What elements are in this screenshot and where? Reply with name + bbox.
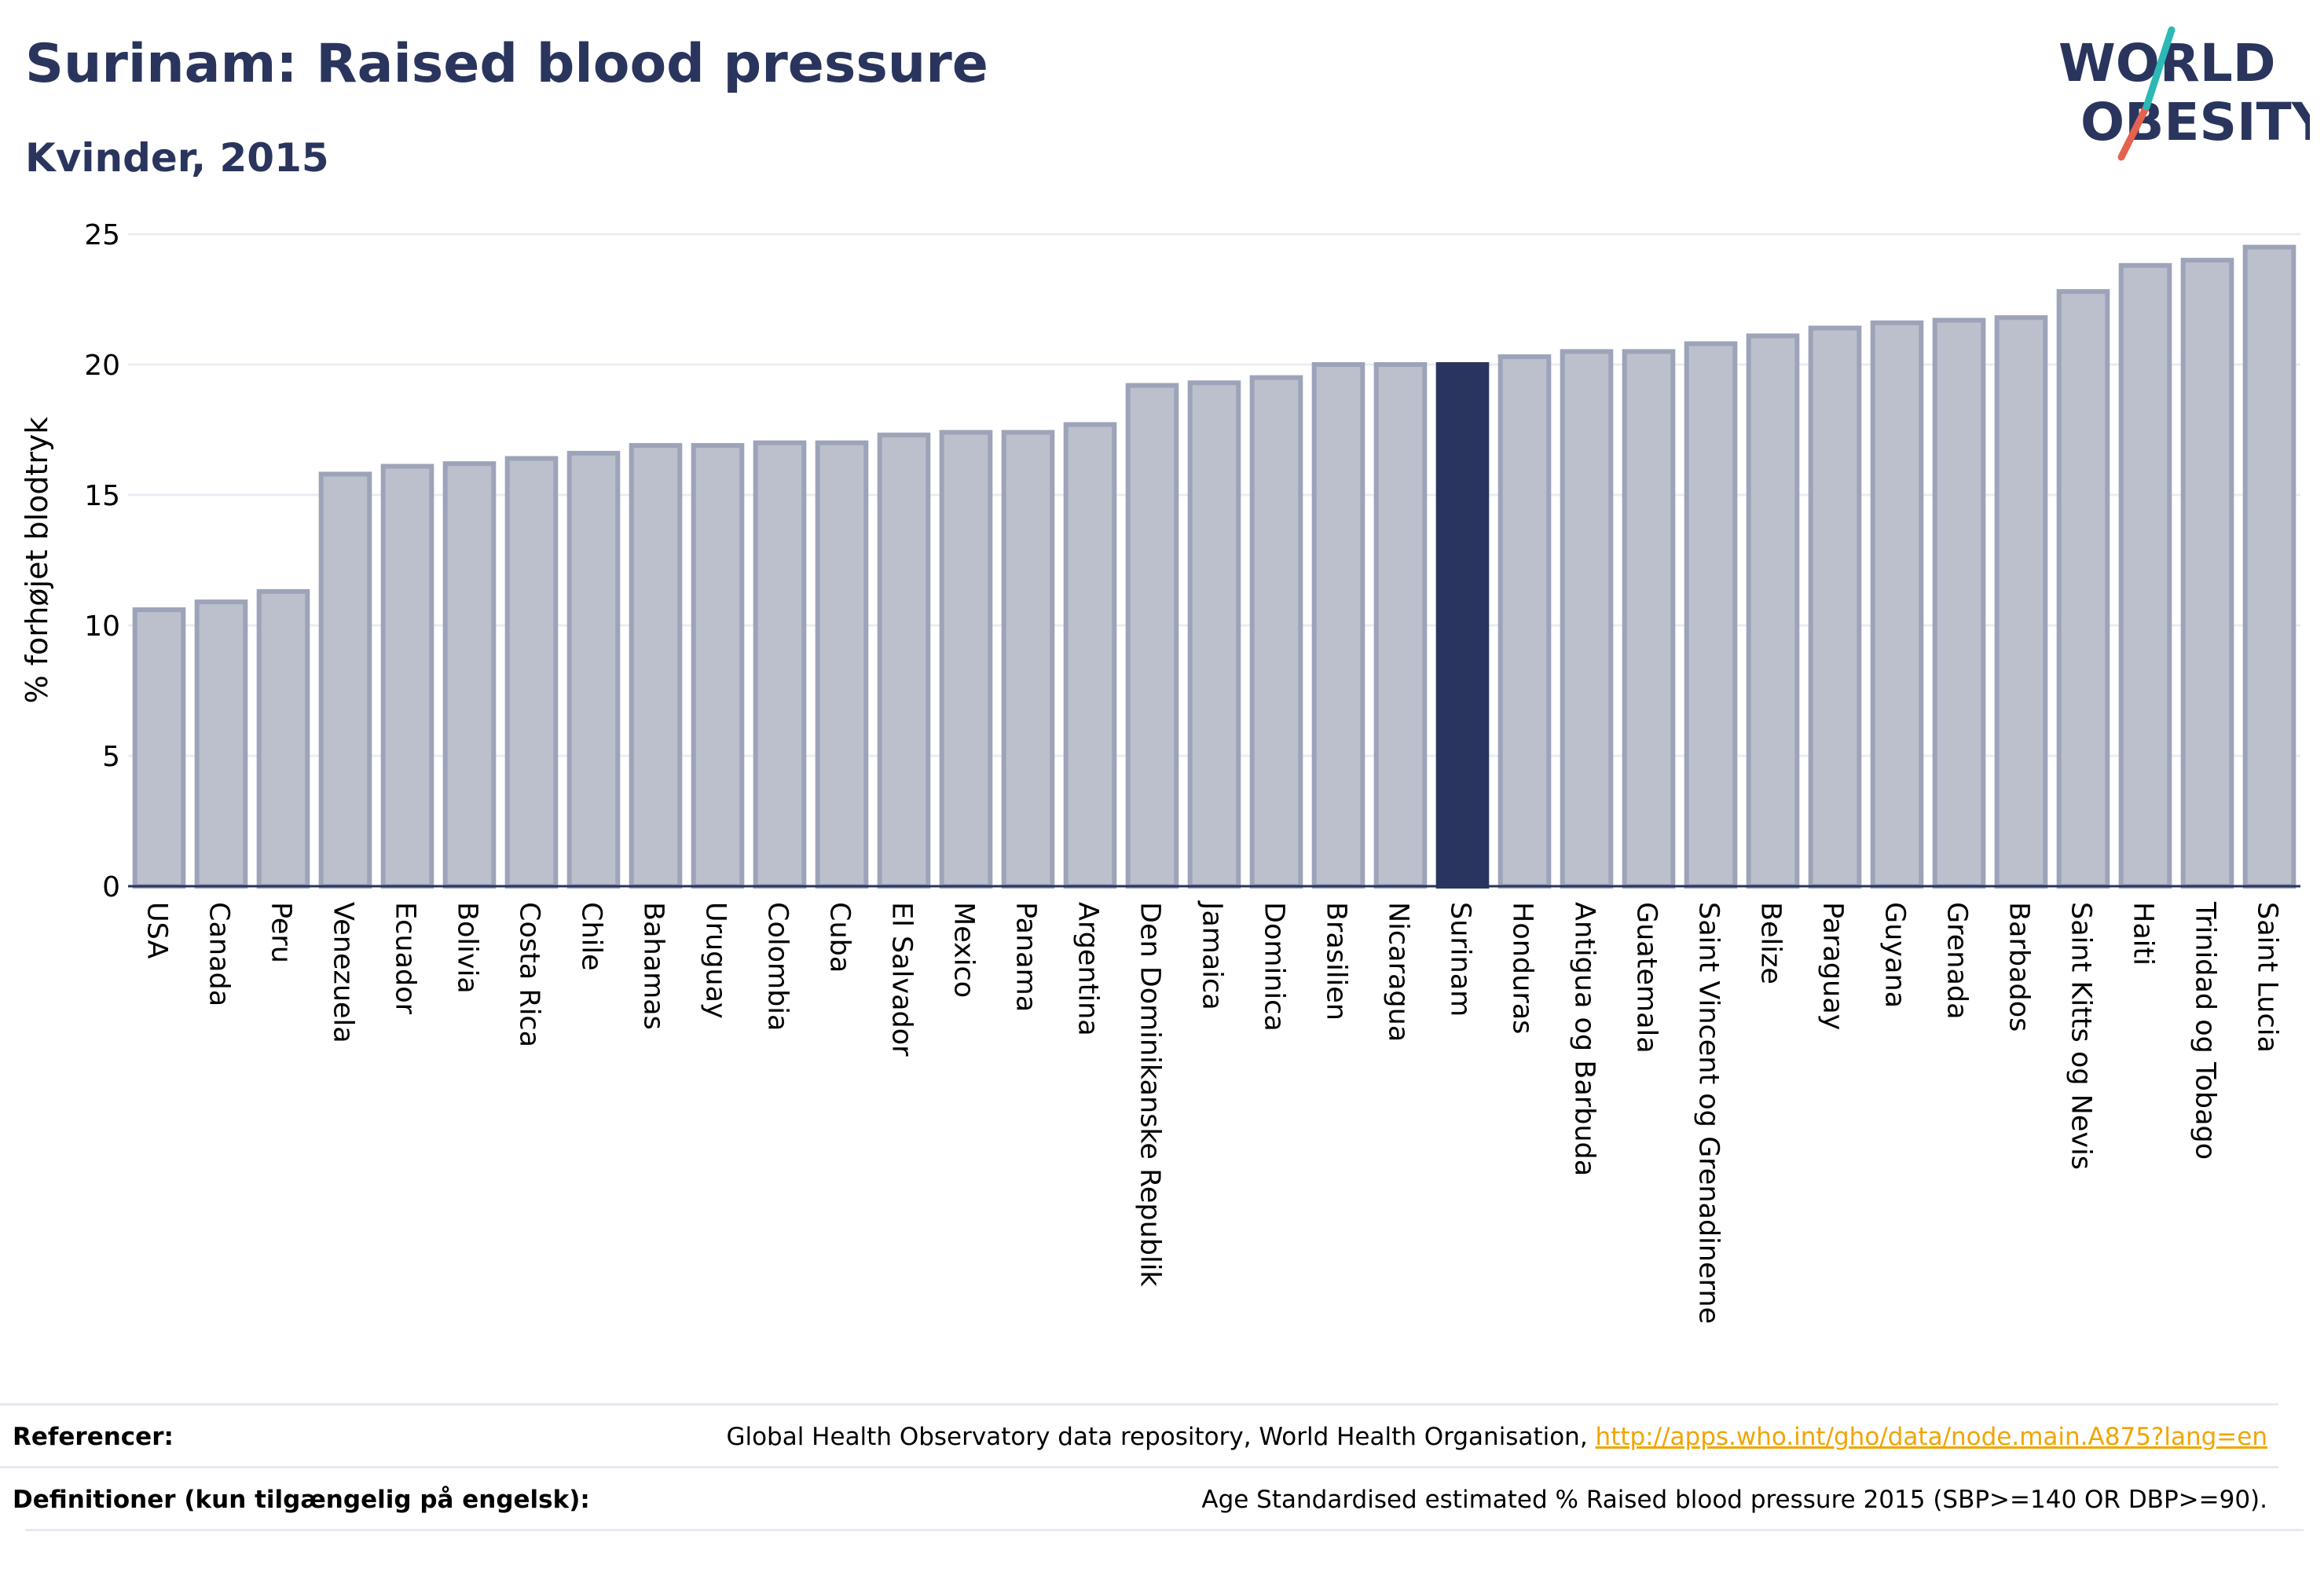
bar-canada [194, 599, 248, 889]
x-tick-label: Canada [203, 902, 235, 1006]
x-tick-label: Nicaragua [1383, 902, 1414, 1042]
bar-mexico [939, 430, 993, 889]
y-tick-label: 10 [84, 610, 120, 643]
definitions-label: Definitioner (kun tilgængelig på engelsk… [13, 1486, 590, 1514]
y-tick-label: 5 [102, 741, 120, 773]
x-tick-label: Mexico [948, 902, 980, 998]
x-tick-label: Trinidad og Tobago [2190, 901, 2221, 1160]
bar-honduras [1497, 354, 1552, 889]
bar-guyana [1870, 320, 1924, 889]
bar-costa-rica [504, 456, 559, 889]
footer-divider [25, 1529, 2304, 1531]
x-tick-label: Chile [576, 902, 607, 971]
bar-uruguay [691, 442, 745, 889]
x-tick-label: Antigua og Barbuda [1569, 902, 1600, 1176]
x-tick-label: Grenada [1941, 902, 1973, 1020]
bar-chile [566, 450, 621, 889]
bar-colombia [753, 440, 807, 889]
bar-belize [1746, 333, 1800, 889]
bar-den-dominikanske-republik [1125, 383, 1179, 889]
x-tick-label: Cuba [824, 902, 856, 973]
y-axis-label: % forhøjet blodtryk [20, 416, 54, 703]
x-tick-label: Panama [1010, 902, 1042, 1012]
bar-paraguay [1808, 325, 1862, 889]
x-tick-label: Honduras [1507, 902, 1538, 1034]
x-tick-label: Peru [266, 902, 297, 963]
x-tick-label: Costa Rica [514, 902, 545, 1047]
bar-antigua-og-barbuda [1560, 349, 1614, 889]
bars [132, 244, 2297, 889]
x-tick-label: Barbados [2003, 902, 2035, 1032]
bar-haiti [2118, 262, 2172, 889]
bar-nicaragua [1373, 362, 1428, 889]
references-text: Global Health Observatory data repositor… [726, 1423, 1588, 1451]
bar-barbados [1994, 315, 2048, 889]
y-tick-label: 20 [84, 350, 120, 382]
bar-brasilien [1311, 362, 1365, 889]
bar-argentina [1063, 422, 1117, 889]
x-tick-label: El Salvador [886, 902, 918, 1057]
world-obesity-logo: WORLD OBESITY [2058, 26, 2310, 161]
x-tick-label: USA [141, 902, 173, 958]
logo-slash-coral [2117, 103, 2150, 161]
bar-cuba [815, 440, 869, 889]
y-tick-label: 15 [84, 480, 120, 512]
bar-el-salvador [877, 432, 931, 889]
x-tick-label: Paraguay [1817, 902, 1849, 1030]
chart-title: Surinam: Raised blood pressure [25, 33, 988, 95]
x-tick-label: Belize [1755, 902, 1787, 984]
bar-venezuela [318, 471, 372, 889]
bar-chart: 0 5 10 15 20 25 USA Canada Peru Venezuela Ecuador… [20, 219, 2300, 1324]
bar-trinidad-og-tobago [2180, 258, 2234, 889]
x-tick-label: Jamaica [1197, 900, 1228, 1010]
x-tick-label: Uruguay [700, 902, 731, 1019]
bar-usa [132, 607, 186, 889]
references-row: Referencer: Global Health Observatory da… [0, 1403, 2278, 1467]
x-tick-label: Den Dominikanske Republik [1135, 902, 1166, 1287]
bar-guatemala [1622, 349, 1676, 889]
x-tick-label: Ecuador [390, 902, 421, 1015]
bar-grenada [1932, 317, 1986, 889]
x-tick-label: Saint Vincent og Grenadinerne [1693, 902, 1725, 1324]
bar-bahamas [629, 442, 683, 889]
x-tick-label: Bahamas [638, 902, 669, 1030]
bar-surinam [1435, 362, 1490, 889]
bar-panama [1001, 430, 1055, 889]
bar-saint-kitts-og-nevis [2056, 289, 2110, 889]
x-tick-label: Colombia [762, 902, 794, 1031]
bar-bolivia [442, 461, 497, 889]
x-tick-label: Bolivia [452, 902, 483, 994]
bar-saint-lucia [2242, 244, 2297, 889]
x-tick-label: Brasilien [1321, 902, 1352, 1021]
x-tick-label: Venezuela [328, 902, 359, 1043]
logo-slash-teal [2143, 26, 2176, 111]
x-tick-label: Guyana [1879, 902, 1911, 1008]
bar-dominica [1249, 375, 1303, 889]
references-link[interactable]: http://apps.who.int/gho/data/node.main.A… [1595, 1423, 2267, 1451]
bar-saint-vincent-og-grenadinerne [1684, 341, 1738, 889]
logo-line-2: OBESITY [2080, 92, 2310, 152]
x-tick-label: Guatemala [1631, 902, 1662, 1054]
bar-peru [256, 588, 310, 889]
bar-jamaica [1187, 380, 1241, 889]
x-tick-label: Surinam [1445, 902, 1476, 1017]
x-tick-label: Saint Lucia [2252, 902, 2283, 1053]
x-tick-label: Argentina [1072, 902, 1104, 1036]
x-tick-label: Dominica [1259, 902, 1290, 1032]
y-tick-label: 25 [84, 219, 120, 251]
chart-subtitle: Kvinder, 2015 [25, 135, 329, 181]
y-tick-label: 0 [102, 871, 120, 903]
x-tick-label: Saint Kitts og Nevis [2066, 902, 2097, 1170]
references-label: Referencer: [13, 1423, 174, 1451]
y-tick-labels: 0 5 10 15 20 25 [84, 219, 120, 903]
x-tick-labels: USA Canada Peru Venezuela Ecuador Bolivia Cost… [141, 900, 2283, 1324]
x-tick-label: Haiti [2128, 902, 2159, 966]
references-value: Global Health Observatory data repositor… [726, 1423, 2267, 1451]
definitions-value: Age Standardised estimated % Raised bloo… [1201, 1486, 2267, 1514]
definitions-row: Definitioner (kun tilgængelig på engelsk… [0, 1466, 2278, 1530]
bar-ecuador [380, 464, 434, 889]
